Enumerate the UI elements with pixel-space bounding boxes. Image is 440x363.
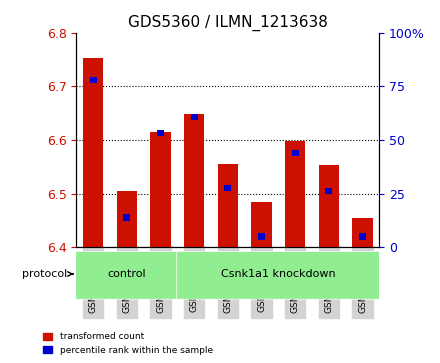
Bar <box>251 201 271 247</box>
Bar <box>83 58 103 247</box>
Bar <box>325 188 333 194</box>
Bar <box>184 114 204 247</box>
Bar <box>218 164 238 247</box>
Text: protocol: protocol <box>22 269 73 279</box>
Title: GDS5360 / ILMN_1213638: GDS5360 / ILMN_1213638 <box>128 15 328 31</box>
Bar <box>352 218 373 247</box>
Bar <box>224 185 231 191</box>
Text: control: control <box>107 269 146 279</box>
Bar <box>319 165 339 247</box>
Bar <box>90 77 97 83</box>
Bar <box>292 150 299 156</box>
Bar <box>123 215 130 221</box>
FancyBboxPatch shape <box>177 252 380 299</box>
Bar <box>191 114 198 120</box>
Text: Csnk1a1 knockdown: Csnk1a1 knockdown <box>221 269 336 279</box>
Legend: transformed count, percentile rank within the sample: transformed count, percentile rank withi… <box>40 329 216 359</box>
Bar <box>258 233 265 240</box>
Bar <box>359 233 366 240</box>
Bar <box>117 191 137 247</box>
Bar <box>157 130 164 136</box>
Bar <box>285 142 305 247</box>
FancyBboxPatch shape <box>76 252 178 299</box>
Bar <box>150 132 171 247</box>
